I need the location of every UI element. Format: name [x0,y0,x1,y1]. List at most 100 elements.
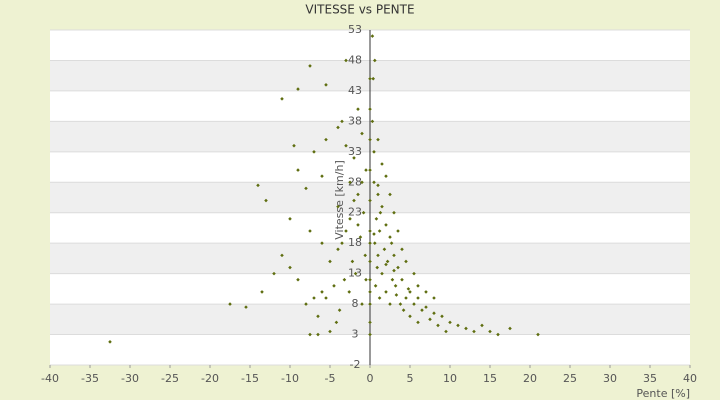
point [360,180,364,185]
point [393,284,398,288]
point [364,168,368,172]
x-tick-label: 10 [443,372,457,385]
point [372,180,376,185]
point [404,259,408,264]
point [390,277,395,282]
point [368,259,372,264]
point [344,229,348,233]
point [356,223,360,227]
x-tick-label: -20 [201,372,219,385]
x-tick-label: 40 [683,372,697,385]
point [358,235,363,239]
point [408,314,412,319]
x-tick-label: 35 [643,372,657,385]
point [361,210,366,215]
point [347,290,351,294]
point [368,302,372,306]
x-tick-label: 30 [603,372,617,385]
x-tick-label: -10 [281,372,299,385]
point [370,34,375,38]
point [472,329,476,334]
point [108,340,112,344]
point [371,76,375,81]
point [384,223,388,227]
chart-title: VITESSE vs PENTE [305,3,414,17]
x-tick-label: 5 [407,372,414,385]
point [464,326,468,331]
point [342,277,347,282]
point [508,326,512,331]
point [412,271,416,276]
point [377,229,382,233]
point [396,265,400,270]
point [360,131,364,136]
point [324,296,328,300]
point [296,277,300,282]
point [360,302,364,306]
x-axis-title: Pente [%] [636,387,690,400]
point [408,290,412,294]
point [380,204,384,209]
point [296,168,300,172]
point [392,253,396,258]
point [334,320,339,325]
point [344,143,348,148]
point [428,317,432,322]
y-tick-label: 28 [348,175,362,188]
point [368,290,372,294]
point [388,235,392,239]
point [398,302,403,306]
point [368,320,372,325]
point [480,323,484,328]
point [324,83,328,87]
point [432,311,436,316]
y-tick-label: 8 [352,297,359,310]
point [389,241,394,245]
point [444,329,448,334]
x-tick-label: -40 [41,372,59,385]
x-tick-label: -5 [325,372,336,385]
point [388,192,392,197]
y-tick-label: 53 [348,23,362,36]
point [353,271,358,276]
point [288,265,292,270]
y-tick-label: 48 [348,53,362,66]
y-tick-label: 23 [348,206,362,219]
point [264,198,268,203]
point [380,271,384,276]
point [344,58,348,63]
point [380,162,384,166]
x-tick-label: -30 [121,372,139,385]
point [400,247,404,252]
point [316,314,320,319]
y-axis-title: Vitesse [km/h] [333,160,346,240]
point [228,302,232,306]
point [368,277,372,282]
y-tick-label: 43 [348,84,362,97]
x-tick-label: -35 [81,372,99,385]
x-tick-label: 0 [367,372,374,385]
point [536,332,540,337]
point [396,229,400,233]
point [368,107,372,111]
point [376,253,380,258]
point [368,241,372,245]
point [370,119,375,124]
point [448,320,452,325]
point [296,87,300,91]
point [308,229,312,233]
point [337,308,342,312]
point [440,314,444,319]
x-tick-label: 15 [483,372,497,385]
point [424,290,428,294]
point [373,284,378,288]
x-tick-label: -15 [241,372,259,385]
point [280,97,284,101]
point [432,296,436,300]
point [336,247,340,252]
point [308,332,312,337]
y-tick-label: 18 [348,236,362,249]
y-tick-label: 3 [352,328,359,341]
point [385,259,390,264]
point [373,58,377,63]
